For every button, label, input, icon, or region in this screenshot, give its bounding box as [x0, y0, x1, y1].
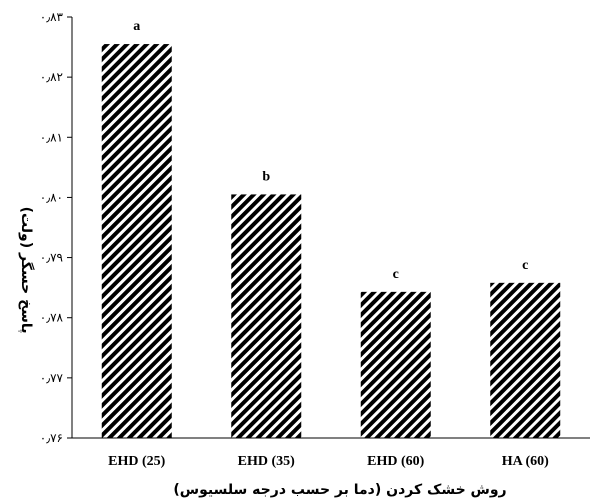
y-tick-label: ۰٫۸۲ — [40, 70, 63, 84]
x-category-label: EHD (25) — [108, 454, 166, 469]
significance-label: a — [133, 19, 140, 34]
significance-label: c — [393, 267, 399, 282]
x-category-label: EHD (35) — [238, 454, 296, 469]
bar — [231, 194, 302, 438]
x-axis-categories: EHD (25) EHD (35) EHD (60) HA (60) — [108, 454, 549, 469]
bars: a b c c — [101, 19, 561, 439]
y-tick-label: ۰٫۸۰ — [40, 190, 63, 204]
y-tick-label: ۰٫۷۸ — [40, 311, 64, 325]
bar — [101, 44, 172, 439]
y-tick-label: ۰٫۷۹ — [40, 251, 63, 265]
significance-label: b — [262, 169, 270, 184]
bar — [360, 291, 431, 438]
y-axis-title: پاسخ حسگر (ولت) — [18, 207, 35, 334]
y-tick-label: ۰٫۸۱ — [40, 130, 63, 144]
y-tick-label: ۰٫۷۷ — [40, 371, 64, 385]
x-category-label: EHD (60) — [367, 454, 425, 469]
y-axis-ticks: ۰٫۷۶ ۰٫۷۷ ۰٫۷۸ ۰٫۷۹ ۰٫۸۰ ۰٫۸۱ ۰٫۸۲ ۰٫۸۳ — [40, 10, 72, 445]
y-tick-label: ۰٫۷۶ — [40, 431, 63, 445]
significance-label: c — [522, 258, 528, 273]
x-axis-title: روش خشک کردن (دما بر حسب درجه سلسیوس) — [173, 482, 506, 498]
bar — [490, 282, 561, 438]
x-category-label: HA (60) — [502, 454, 549, 469]
y-tick-label: ۰٫۸۳ — [40, 10, 64, 24]
